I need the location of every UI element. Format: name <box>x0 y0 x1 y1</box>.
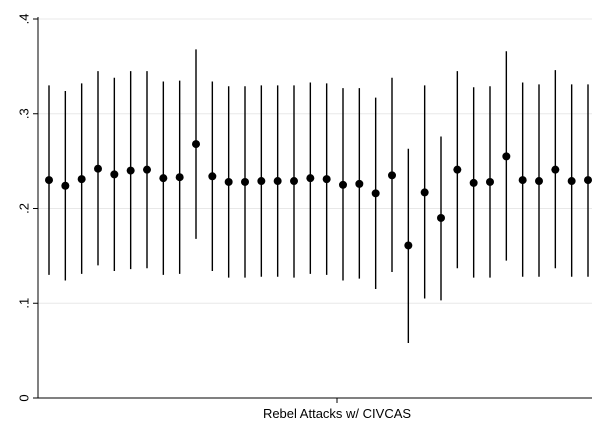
point-estimate <box>584 176 592 185</box>
point-estimate <box>518 176 527 185</box>
point-estimate <box>388 171 396 180</box>
point-estimate <box>159 174 168 183</box>
point-estimate <box>567 177 576 186</box>
point-estimate <box>61 181 70 190</box>
y-tick-label: .4 <box>17 14 32 25</box>
point-estimate <box>94 164 102 173</box>
point-estimate <box>208 172 217 181</box>
y-tick-label: 0 <box>17 394 32 401</box>
point-estimate <box>339 180 347 189</box>
point-estimate <box>502 152 511 161</box>
point-estimate <box>437 213 445 222</box>
y-tick-label: .3 <box>17 108 32 119</box>
point-estimate <box>306 174 315 183</box>
point-estimate <box>290 177 298 186</box>
x-axis <box>38 397 592 403</box>
point-estimate <box>224 177 233 186</box>
point-estimate <box>404 241 413 250</box>
point-estimate <box>241 177 249 186</box>
point-estimate <box>192 140 200 149</box>
point-estimate <box>45 176 53 185</box>
point-estimate <box>355 179 364 188</box>
point-estimate <box>371 189 380 198</box>
point-estimate <box>486 177 494 186</box>
series-points <box>45 49 592 344</box>
point-estimate <box>535 177 543 186</box>
point-estimate <box>469 178 478 187</box>
point-estimate <box>143 165 151 174</box>
y-tick-label: .1 <box>17 298 32 309</box>
y-tick-label: .2 <box>17 203 32 214</box>
point-estimate <box>551 165 560 174</box>
point-estimate <box>322 175 331 184</box>
point-estimate <box>273 177 282 186</box>
point-estimate <box>175 173 184 182</box>
point-estimate <box>257 177 266 186</box>
x-axis-label: Rebel Attacks w/ CIVCAS <box>263 406 411 421</box>
point-estimate <box>420 188 429 197</box>
point-estimate <box>453 165 462 174</box>
y-axis: 0 .1 .2 .3 .4 <box>17 14 39 402</box>
point-estimate <box>77 175 86 184</box>
point-estimate <box>126 166 135 175</box>
point-estimate <box>110 170 119 179</box>
